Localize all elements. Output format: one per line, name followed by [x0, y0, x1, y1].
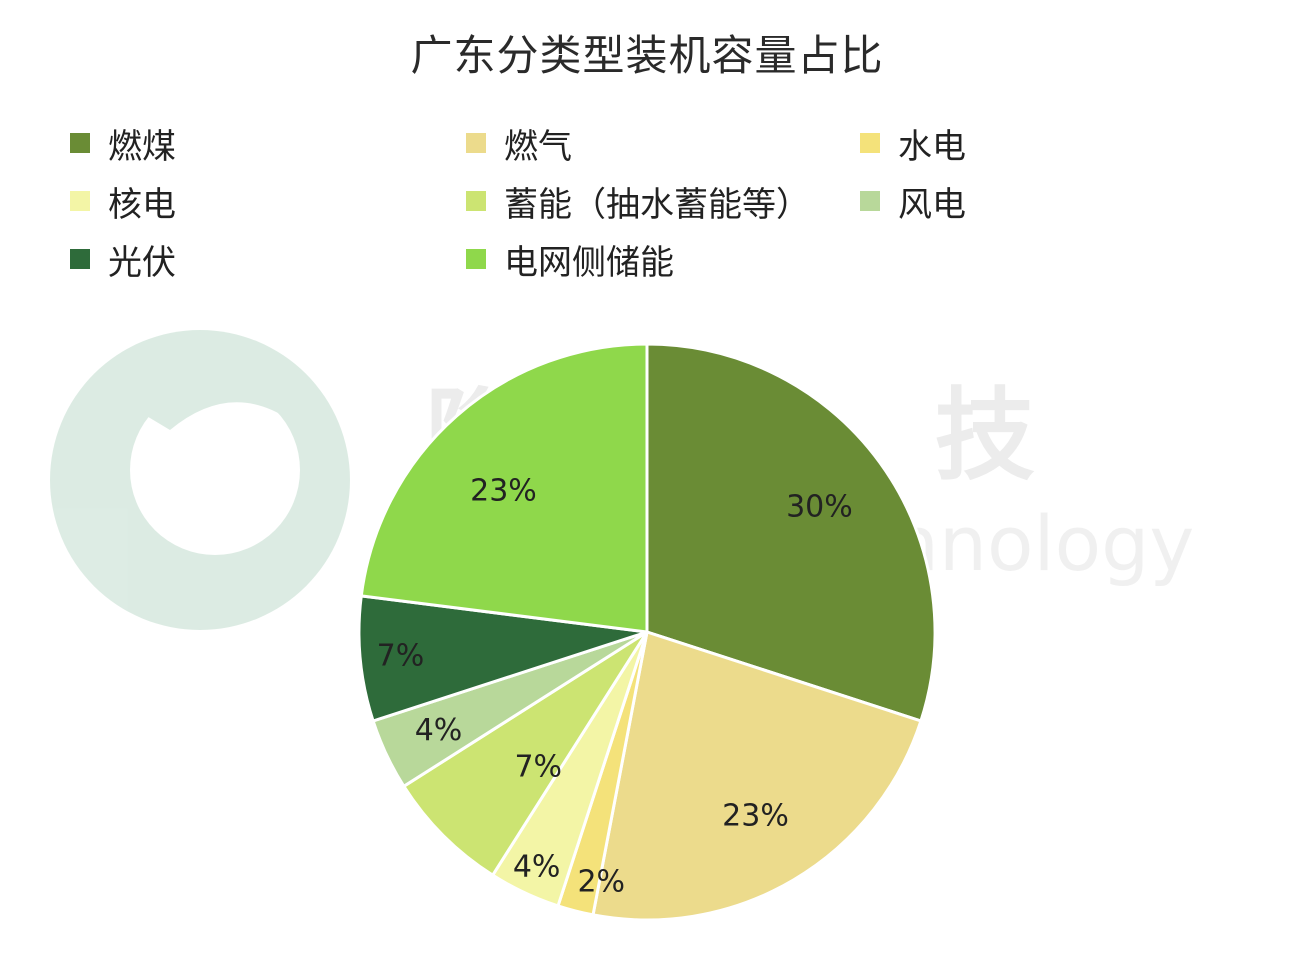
- legend-label: 电网侧储能: [504, 242, 674, 283]
- legend-label: 风电: [898, 184, 966, 225]
- legend-label: 燃气: [504, 126, 572, 167]
- legend-swatch: [466, 133, 486, 153]
- legend-item-grid-storage: 电网侧储能: [466, 234, 674, 284]
- legend-label: 水电: [898, 126, 966, 167]
- pie-slice: [357, 594, 648, 723]
- legend-swatch: [70, 249, 90, 269]
- slice-data-label: 7%: [377, 638, 425, 673]
- legend-item-wind: 风电: [860, 176, 966, 226]
- slice-data-label: 2%: [577, 864, 625, 899]
- legend-item-solar: 光伏: [70, 234, 176, 284]
- legend-item-coal: 燃煤: [70, 118, 176, 168]
- legend-label: 蓄能（抽水蓄能等）: [504, 184, 810, 225]
- slice-data-label: 4%: [513, 850, 561, 885]
- legend-item-storage: 蓄能（抽水蓄能等）: [466, 176, 810, 226]
- pie-slice: [645, 342, 937, 723]
- slice-data-label: 7%: [514, 749, 562, 784]
- legend-swatch: [860, 133, 880, 153]
- legend-swatch: [70, 133, 90, 153]
- legend-label: 燃煤: [108, 126, 176, 167]
- pie-slice: [359, 342, 649, 634]
- legend-label: 光伏: [108, 242, 176, 283]
- legend-item-nuclear: 核电: [70, 176, 176, 226]
- legend-swatch: [70, 191, 90, 211]
- slice-data-label: 23%: [722, 798, 789, 833]
- legend-item-gas: 燃气: [466, 118, 572, 168]
- pie-slice: [401, 630, 649, 878]
- legend-swatch: [860, 191, 880, 211]
- chart-title: 广东分类型装机容量占比: [410, 31, 884, 80]
- slice-data-label: 23%: [470, 473, 537, 508]
- slice-data-label: 4%: [415, 713, 463, 748]
- legend-swatch: [466, 191, 486, 211]
- legend-item-hydro: 水电: [860, 118, 966, 168]
- pie-slice: [591, 630, 923, 922]
- slice-data-label: 30%: [786, 490, 853, 525]
- legend-label: 核电: [108, 184, 176, 225]
- legend-swatch: [466, 249, 486, 269]
